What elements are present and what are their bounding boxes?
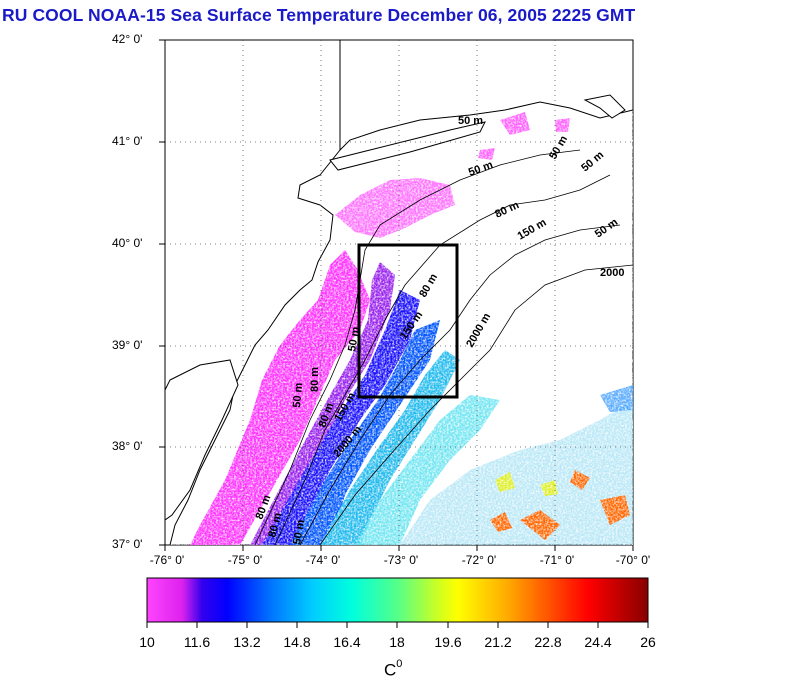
isobath-50m — [254, 149, 581, 545]
coastline — [165, 40, 633, 545]
page-title: RU COOL NOAA-15 Sea Surface Temperature … — [2, 5, 636, 25]
lon-label-72: -72° 0' — [461, 553, 497, 567]
isobath-80m — [274, 174, 611, 545]
colorbar-label-24-4: 24.4 — [584, 634, 612, 650]
colorbar-label-10: 10 — [139, 634, 155, 650]
lon-label-76: -76° 0' — [149, 553, 185, 567]
lat-label-37: 37° 0' — [112, 537, 143, 551]
lat-label-41: 41° 0' — [112, 134, 143, 148]
lat-label-42: 42° 0' — [112, 32, 143, 46]
colorbar-label-16-4: 16.4 — [333, 634, 361, 650]
land-new-england — [339, 40, 633, 152]
lon-label-70: -70° 0' — [615, 553, 651, 567]
lon-label-71: -71° 0' — [539, 553, 575, 567]
colorbar — [146, 577, 649, 623]
colorbar-label-21-2: 21.2 — [484, 634, 512, 650]
isobath-label: 80 m — [309, 367, 321, 392]
lat-lon-grid — [165, 40, 633, 545]
study-area-box — [357, 243, 459, 399]
isobath-label: 2000 — [600, 267, 624, 279]
land-long-island — [329, 121, 486, 171]
colorbar-ticks — [146, 622, 649, 628]
land-cape-cod — [583, 94, 626, 119]
axis-ticks — [159, 39, 634, 551]
isobath-150m — [299, 224, 621, 545]
isobath-2000m — [319, 264, 633, 545]
colorbar-label-26: 26 — [640, 634, 656, 650]
lat-label-39: 39° 0' — [112, 338, 143, 352]
land-delmarva — [165, 359, 239, 521]
isobath-label: 50 m — [291, 382, 305, 408]
lon-label-73: -73° 0' — [383, 553, 419, 567]
isobath-label: 50 m — [458, 115, 483, 127]
colorbar-unit: C0 — [384, 658, 403, 681]
isobath-contours — [254, 149, 633, 545]
colorbar-label-11-6: 11.6 — [183, 634, 211, 650]
unit-superscript: 0 — [396, 658, 403, 670]
lon-label-74: -74° 0' — [305, 553, 341, 567]
lat-label-38: 38° 0' — [112, 439, 143, 453]
colorbar-label-19-6: 19.6 — [434, 634, 462, 650]
lon-label-75: -75° 0' — [227, 553, 263, 567]
isobath-label: 50 m — [291, 519, 307, 546]
unit-letter: C — [384, 660, 397, 680]
colorbar-label-18: 18 — [389, 634, 405, 650]
lat-label-40: 40° 0' — [112, 236, 143, 250]
colorbar-label-14-8: 14.8 — [283, 634, 311, 650]
colorbar-label-22-8: 22.8 — [534, 634, 562, 650]
colorbar-label-13-2: 13.2 — [233, 634, 261, 650]
